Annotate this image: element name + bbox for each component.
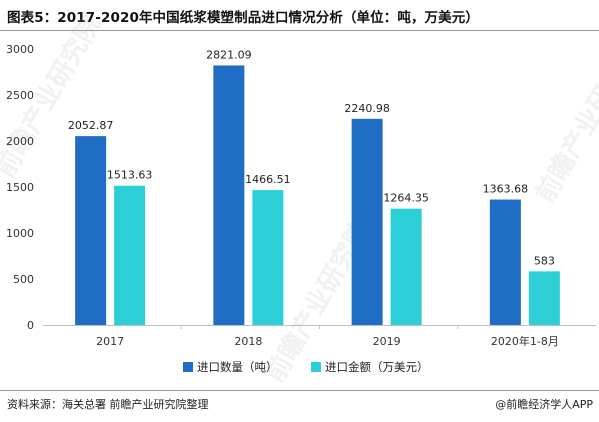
brand-credit: @前瞻经济学人APP: [495, 398, 593, 411]
bar-import-value: [114, 185, 146, 325]
bar-import-value: [528, 271, 560, 325]
y-tick-label: 500: [13, 273, 34, 286]
legend-label: 进口数量（吨）: [197, 360, 278, 374]
y-tick-label: 1500: [6, 181, 34, 194]
source-note: 资料来源：海关总署 前瞻产业研究院整理: [7, 398, 209, 411]
data-label: 2821.09: [206, 48, 252, 61]
data-label: 1363.68: [483, 183, 529, 196]
bar-import-value: [390, 208, 422, 325]
data-label: 1513.63: [107, 169, 153, 182]
y-tick-label: 1000: [6, 227, 34, 240]
bar-chart: 0 500 1000 1500 2000 2500 3000 2052.87 1513.63 20…: [6, 43, 596, 374]
data-label: 583: [534, 254, 555, 267]
data-label: 2240.98: [344, 102, 390, 115]
bar-import-quantity: [75, 136, 107, 325]
x-tick-label: 2017: [96, 335, 124, 348]
bar-import-quantity: [351, 118, 383, 326]
legend-swatch: [183, 362, 193, 372]
y-tick-label: 2000: [6, 135, 34, 148]
data-label: 1264.35: [383, 192, 429, 205]
legend-label: 进口金额（万美元）: [325, 360, 429, 374]
title-divider: [0, 30, 599, 31]
bar-import-quantity: [489, 199, 521, 325]
bar-import-value: [252, 190, 284, 325]
y-tick-label: 0: [27, 319, 34, 332]
x-tick-label: 2018: [234, 335, 262, 348]
bar-import-quantity: [213, 65, 245, 325]
x-tick-label: 2020年1-8月: [491, 334, 559, 348]
y-tick-label: 3000: [6, 43, 34, 56]
chart-title: 图表5：2017-2020年中国纸浆模塑制品进口情况分析（单位：吨，万美元）: [7, 10, 479, 26]
data-label: 1466.51: [245, 173, 291, 186]
y-tick-label: 2500: [6, 89, 34, 102]
legend-swatch: [311, 362, 321, 372]
x-tick-label: 2019: [373, 335, 401, 348]
data-label: 2052.87: [68, 119, 114, 132]
footer-divider: [0, 390, 599, 391]
